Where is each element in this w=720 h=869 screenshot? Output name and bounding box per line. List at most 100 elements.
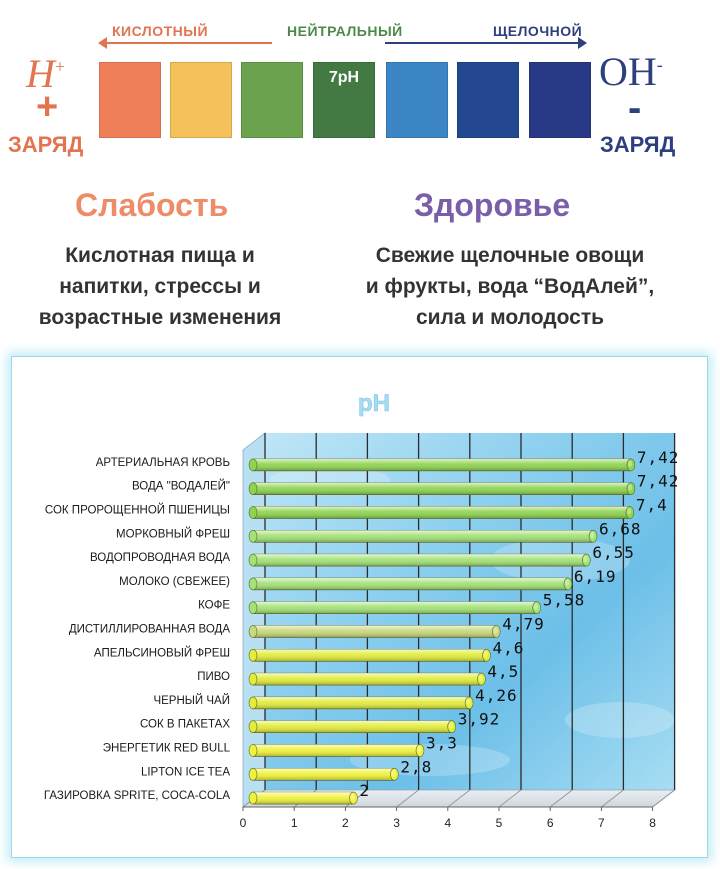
bar-cap-shine (583, 555, 588, 563)
ph-swatch-6 (457, 62, 519, 138)
positive-charge-label: ЗАРЯД (8, 132, 84, 157)
floor-gridline (498, 789, 522, 808)
category-label: ВОДА "ВОДАЛЕЙ" (132, 480, 230, 493)
value-label: 7,4 (636, 496, 668, 515)
bar-cap-shine (590, 531, 595, 539)
bar-cap-shine (564, 579, 570, 586)
value-label: 3,3 (426, 734, 458, 753)
value-label: 6,19 (574, 567, 617, 586)
bar-cap-right (415, 744, 425, 757)
health-heading: Здоровье (414, 187, 571, 223)
bar-shading (253, 673, 482, 686)
bar-cap-right (491, 625, 501, 638)
bar-shading (253, 744, 420, 757)
ph-swatch-1 (99, 62, 161, 138)
value-label: 7,42 (637, 472, 680, 491)
ph-swatch-3 (241, 62, 303, 138)
bar-cap-left (248, 482, 258, 496)
bar-cap-left (248, 696, 258, 710)
alkaline-label: ЩЕЛОЧНОЙ (493, 23, 583, 39)
value-label: 7,42 (637, 448, 680, 467)
floor-gridline (396, 789, 419, 808)
bar-cap-left (248, 744, 258, 757)
health-line: и фрукты, вода “ВодАлей”, (365, 275, 655, 298)
value-label: 4,79 (502, 615, 545, 634)
bar-shading (253, 554, 587, 567)
x-tick-label: 0 (240, 816, 247, 830)
bar-shading (253, 601, 537, 614)
bar-shading (253, 792, 354, 805)
neutral-label: НЕЙТРАЛЬНЫЙ (287, 23, 403, 39)
category-label: ЧЕРНЫЙ ЧАЙ (153, 694, 230, 707)
value-label: 4,26 (475, 686, 518, 705)
bar-cap-shine (466, 698, 471, 705)
bar-cap-left (248, 506, 258, 519)
bar-cap-right (349, 791, 358, 805)
value-label: 4,6 (493, 638, 525, 657)
category-label: МОЛОКО (СВЕЖЕЕ) (119, 576, 230, 588)
bar-cap-right (582, 553, 591, 567)
x-tick-label: 3 (393, 816, 400, 830)
category-label: ВОДОПРОВОДНАЯ ВОДА (90, 552, 230, 564)
chart-title: pH (358, 390, 390, 417)
floor-gridline (447, 789, 471, 808)
category-label: ДИСТИЛЛИРОВАННАЯ ВОДА (69, 624, 230, 636)
weakness-line: напитки, стрессы и (59, 275, 261, 298)
bar-cap-right (482, 648, 491, 662)
bar-cap-left (248, 458, 258, 472)
alkaline-arrow-icon (385, 37, 587, 49)
bar-shading (253, 625, 497, 638)
category-label: ЭНЕРГЕТИК RED BULL (103, 743, 231, 755)
bar-cap-right (626, 458, 636, 472)
x-tick-label: 8 (649, 816, 656, 830)
bar-shading (253, 577, 568, 590)
weakness-description: Кислотная пища и напитки, стрессы и возр… (0, 240, 320, 333)
value-label: 6,68 (599, 519, 642, 538)
bar-cap-right (390, 767, 399, 781)
bar-cap-shine (483, 650, 488, 658)
water-highlight (565, 702, 675, 738)
bar-shading (253, 696, 470, 709)
bar-cap-shine (391, 769, 396, 777)
health-line: Свежие щелочные овощи (375, 244, 645, 267)
bar-cap-left (248, 553, 258, 567)
bar-cap-shine (627, 460, 633, 468)
acidic-label: КИСЛОТНЫЙ (112, 23, 209, 39)
x-tick-label: 7 (598, 816, 605, 830)
bar-cap-left (248, 577, 258, 591)
acidic-arrow-icon (98, 37, 272, 49)
health-description: Свежие щелочные овощи и фрукты, вода “Во… (340, 240, 680, 333)
bar-cap-left (248, 720, 258, 734)
health-line: сила и молодость (415, 306, 605, 329)
floor-gridline (652, 789, 675, 808)
x-tick-label: 1 (291, 816, 298, 830)
value-label: 2,8 (400, 757, 432, 776)
bar-cap-shine (416, 746, 422, 753)
value-label: 4,5 (487, 662, 519, 681)
bar-cap-left (248, 601, 258, 615)
x-tick-label: 4 (444, 816, 451, 830)
ph-swatch-2 (170, 62, 232, 138)
bar-shading (253, 482, 631, 495)
bar-cap-shine (350, 793, 355, 801)
bar-cap-left (248, 529, 258, 543)
negative-charge-label: ЗАРЯД (600, 132, 676, 157)
bar-cap-left (248, 767, 258, 781)
category-label: ПИВО (197, 671, 230, 683)
weakness-line: Кислотная пища и (65, 244, 255, 267)
bar-cap-right (625, 506, 635, 519)
bar-cap-left (248, 791, 258, 805)
weakness-heading: Слабость (75, 187, 229, 223)
bar-cap-shine (627, 484, 633, 491)
bar-cap-right (563, 577, 573, 591)
category-label: LIPTON ICE TEA (141, 766, 230, 778)
bar-shading (253, 720, 452, 733)
bar-cap-shine (493, 627, 498, 634)
bar-cap-right (532, 601, 541, 615)
value-label: 2 (359, 781, 370, 800)
bar-cap-right (464, 696, 474, 710)
hydrogen-ion-label: H+ (26, 51, 66, 96)
value-label: 3,92 (458, 710, 501, 729)
bar-shading (253, 458, 631, 471)
